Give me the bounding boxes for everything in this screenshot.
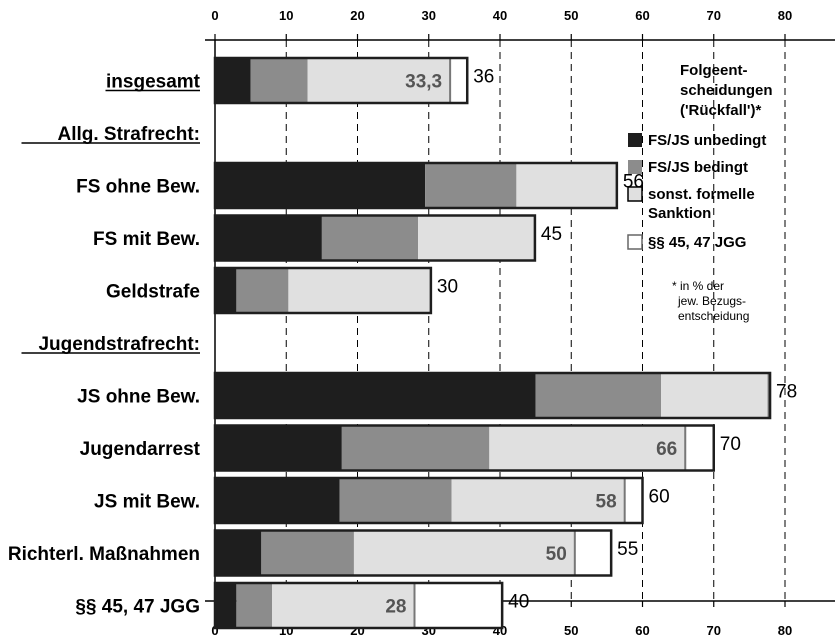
top-tick-label-60: 60 [635,8,649,23]
legend-swatch-2 [627,186,643,202]
legend-note-line-1: jew. Bezugs- [677,294,746,308]
total-value-label-9: 55 [617,539,638,560]
inner-value-label-7: 66 [656,439,677,460]
legend-title-line-0: Folgeent- [680,62,748,79]
bar-segment-8-3 [623,477,644,524]
legend-swatch-3 [627,234,643,250]
legend-label-2-1: Sanktion [648,205,711,222]
bar-segment-2-1 [425,163,517,208]
top-tick-label-0: 0 [211,8,218,23]
top-tick-label-70: 70 [707,8,721,23]
category-label-6: JS ohne Bew. [77,387,200,408]
total-value-label-10: 40 [508,592,529,613]
bar-outline-0 [213,56,469,105]
bar-segment-10-0 [215,583,237,628]
bar-segment-6-0 [215,373,536,418]
bar-outline-6 [213,371,772,420]
bar-segment-2-2 [516,163,617,208]
bar-segment-8-0 [215,478,340,523]
category-label-3: FS mit Bew. [93,229,200,250]
bar-segment-3-1 [321,215,419,261]
legend-title-line-1: scheidungen [680,82,773,99]
top-tick-label-20: 20 [350,8,364,23]
bar-segment-6-1 [535,373,662,418]
grid-layer [285,40,786,601]
bar-outline-3 [213,214,537,262]
bar-segment-0-2 [307,58,451,103]
bar-segment-10-3 [413,582,504,629]
category-label-8: JS mit Bew. [94,492,200,513]
bar-segment-10-2 [272,583,415,628]
bar-segment-0-3 [449,57,469,104]
bar-segment-0-1 [250,58,308,103]
bar-segment-7-0 [215,425,342,471]
bar-segment-7-3 [684,424,715,472]
bar-segment-10-1 [236,583,272,628]
category-label-7: Jugendarrest [80,439,201,460]
bar-segment-9-2 [353,530,575,576]
bar-outline-9 [213,529,613,577]
bar-outline-7 [213,424,715,472]
inner-value-label-8: 58 [596,492,617,513]
total-value-label-4: 30 [437,277,458,298]
top-tick-label-10: 10 [279,8,293,23]
legend-label-2-0: sonst. formelle [648,186,755,203]
top-tick-label-80: 80 [778,8,792,23]
legend-note-line-0: * in % der [672,279,724,293]
category-label-2: FS ohne Bew. [76,177,200,198]
inner-value-label-0: 33,3 [405,72,442,93]
category-label-1: Allg. Strafrecht: [57,124,200,145]
bottom-tick-label-0: 0 [211,623,218,638]
bottom-tick-label-50: 50 [564,623,578,638]
bar-segment-8-2 [451,478,625,523]
bar-segment-3-2 [418,215,535,261]
legend-label-0-0: FS/JS unbedingt [648,132,766,149]
total-value-label-6: 78 [776,382,797,403]
bottom-tick-label-60: 60 [635,623,649,638]
category-label-9: Richterl. Maßnahmen [8,544,200,565]
bar-segment-9-0 [215,530,262,576]
bottom-tick-label-70: 70 [707,623,721,638]
total-value-label-3: 45 [541,224,562,245]
bar-outline-2 [213,161,619,210]
top-tick-label-30: 30 [422,8,436,23]
bar-outline-8 [213,476,644,525]
bars-layer [213,56,772,630]
inner-value-label-10: 28 [385,597,406,618]
legend-swatch-0 [628,133,642,147]
bar-segment-4-1 [236,268,289,313]
legend-label-1-0: FS/JS bedingt [648,159,748,176]
category-label-0: insgesamt [106,72,201,93]
bar-outline-4 [213,266,433,315]
legend-note-line-2: entscheidung [678,309,749,323]
bar-segment-9-1 [261,530,354,576]
category-label-10: §§ 45, 47 JGG [75,597,200,618]
bar-outline-10 [213,581,504,630]
legend-label-3-0: §§ 45, 47 JGG [648,234,746,251]
legend-swatch-1 [628,160,642,174]
category-label-5: Jugendstrafrecht: [38,334,200,355]
bar-segment-9-3 [573,529,613,577]
bottom-tick-label-80: 80 [778,623,792,638]
bar-segment-8-1 [339,478,452,523]
bar-segment-6-2 [661,373,769,418]
bar-segment-2-0 [215,163,426,208]
total-value-label-7: 70 [720,434,741,455]
top-tick-label-40: 40 [493,8,507,23]
bar-segment-4-0 [215,268,237,313]
category-label-4: Geldstrafe [106,282,200,303]
labels-layer: insgesamt 33,3 36 Allg. Strafrecht: FS ohne … [8,67,797,618]
bar-segment-4-2 [288,268,431,313]
bar-segment-7-2 [489,425,686,471]
bar-segment-7-1 [341,425,490,471]
legend-layer: Folgeent-scheidungen ('Rückfall')* FS/JS u… [627,62,773,323]
bar-segment-0-0 [215,58,251,103]
legend-title-line-2: ('Rückfall')* [680,102,761,119]
bar-segment-3-0 [215,215,322,261]
total-value-label-8: 60 [649,487,670,508]
top-tick-label-50: 50 [564,8,578,23]
total-value-label-0: 36 [473,67,494,88]
inner-value-label-9: 50 [546,544,567,565]
